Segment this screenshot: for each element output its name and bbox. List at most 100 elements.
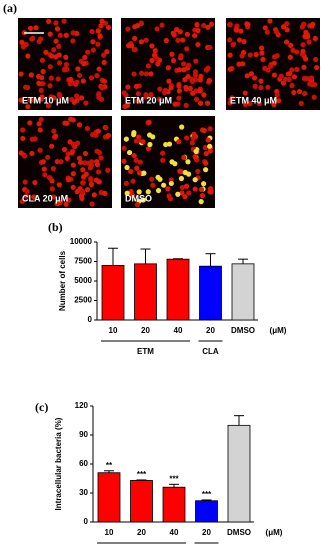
- cell: [63, 201, 69, 207]
- cell: [280, 24, 287, 30]
- cell: [303, 56, 309, 62]
- micrograph: DMSO: [121, 116, 215, 208]
- bar: [195, 500, 218, 523]
- cell: [301, 75, 308, 82]
- micrograph: ETM 40 μM: [226, 18, 320, 110]
- cell: [301, 64, 307, 70]
- cell: [135, 22, 141, 29]
- cell: [47, 83, 53, 89]
- cell: [199, 192, 206, 199]
- cell: [20, 127, 26, 133]
- cell: [310, 21, 316, 27]
- cell: [76, 122, 83, 128]
- cell: [186, 62, 192, 68]
- cell: [54, 158, 60, 165]
- cell: [24, 188, 30, 194]
- cell: [99, 85, 105, 91]
- cell: [143, 37, 149, 43]
- cell: [172, 161, 178, 167]
- cell: [91, 192, 97, 198]
- cell: [262, 25, 268, 31]
- cell: [155, 187, 162, 194]
- cell: [79, 188, 85, 194]
- cell: [201, 92, 207, 98]
- cell: [25, 53, 31, 59]
- cell: [25, 84, 31, 91]
- cell: [149, 43, 155, 49]
- cell: [105, 167, 111, 173]
- cell: [179, 190, 185, 196]
- cell: [38, 116, 44, 123]
- cell: [170, 57, 177, 64]
- cell: [203, 67, 210, 73]
- cell: [105, 24, 112, 31]
- cell: [179, 124, 185, 130]
- cell: [290, 47, 296, 53]
- cell: [136, 189, 142, 195]
- cell: [76, 72, 83, 79]
- cell: [258, 84, 264, 91]
- cell: [140, 139, 146, 145]
- y-axis-label: Number of cells: [58, 250, 67, 311]
- cell: [133, 83, 140, 89]
- cell: [70, 38, 76, 44]
- cell: [203, 160, 209, 166]
- cell: [182, 194, 188, 200]
- cell: [247, 101, 253, 107]
- cell: [98, 96, 105, 102]
- cell: [32, 179, 38, 186]
- cell: [126, 149, 133, 156]
- cell: [31, 194, 37, 200]
- cell: [129, 192, 135, 198]
- group-label: CLA: [202, 347, 219, 356]
- cell: [80, 78, 86, 84]
- cell: [52, 133, 59, 139]
- cell: [77, 159, 84, 166]
- cell: [57, 93, 63, 99]
- cell: [51, 47, 57, 53]
- cell: [147, 141, 153, 148]
- cell: [41, 166, 47, 172]
- cell: [18, 97, 24, 103]
- cell: [45, 103, 52, 109]
- cell: [121, 145, 127, 151]
- cell: [136, 170, 143, 176]
- cell: [27, 120, 33, 126]
- cell: [176, 95, 182, 101]
- cell: [42, 172, 48, 178]
- cell: [38, 87, 44, 94]
- cell: [132, 35, 138, 42]
- cell: [233, 26, 240, 32]
- cell: [283, 39, 290, 45]
- cell: [276, 98, 282, 104]
- unit-label: (μM): [270, 326, 287, 335]
- cell: [82, 160, 88, 166]
- cell: [67, 81, 73, 87]
- cell: [247, 52, 253, 58]
- cell: [25, 104, 31, 110]
- cell: [202, 144, 208, 151]
- x-tick-label: 40: [170, 528, 179, 537]
- error-bar: [108, 247, 118, 266]
- cell: [197, 100, 204, 106]
- cell: [28, 72, 34, 78]
- cell: [200, 127, 206, 133]
- cell: [69, 150, 75, 156]
- cell: [74, 79, 80, 85]
- cell: [236, 37, 243, 43]
- cell: [98, 155, 104, 161]
- cell: [47, 64, 53, 70]
- cell: [125, 26, 131, 32]
- cell: [96, 66, 102, 72]
- x-tick-label: DMSO: [231, 326, 255, 335]
- cell: [252, 83, 258, 89]
- cell: [300, 48, 306, 54]
- cell: [152, 48, 158, 54]
- cell: [88, 181, 94, 188]
- cell: [154, 26, 160, 32]
- panel-label: (b): [48, 220, 63, 234]
- cell: [227, 52, 233, 58]
- cell: [70, 184, 76, 190]
- cell: [46, 18, 52, 24]
